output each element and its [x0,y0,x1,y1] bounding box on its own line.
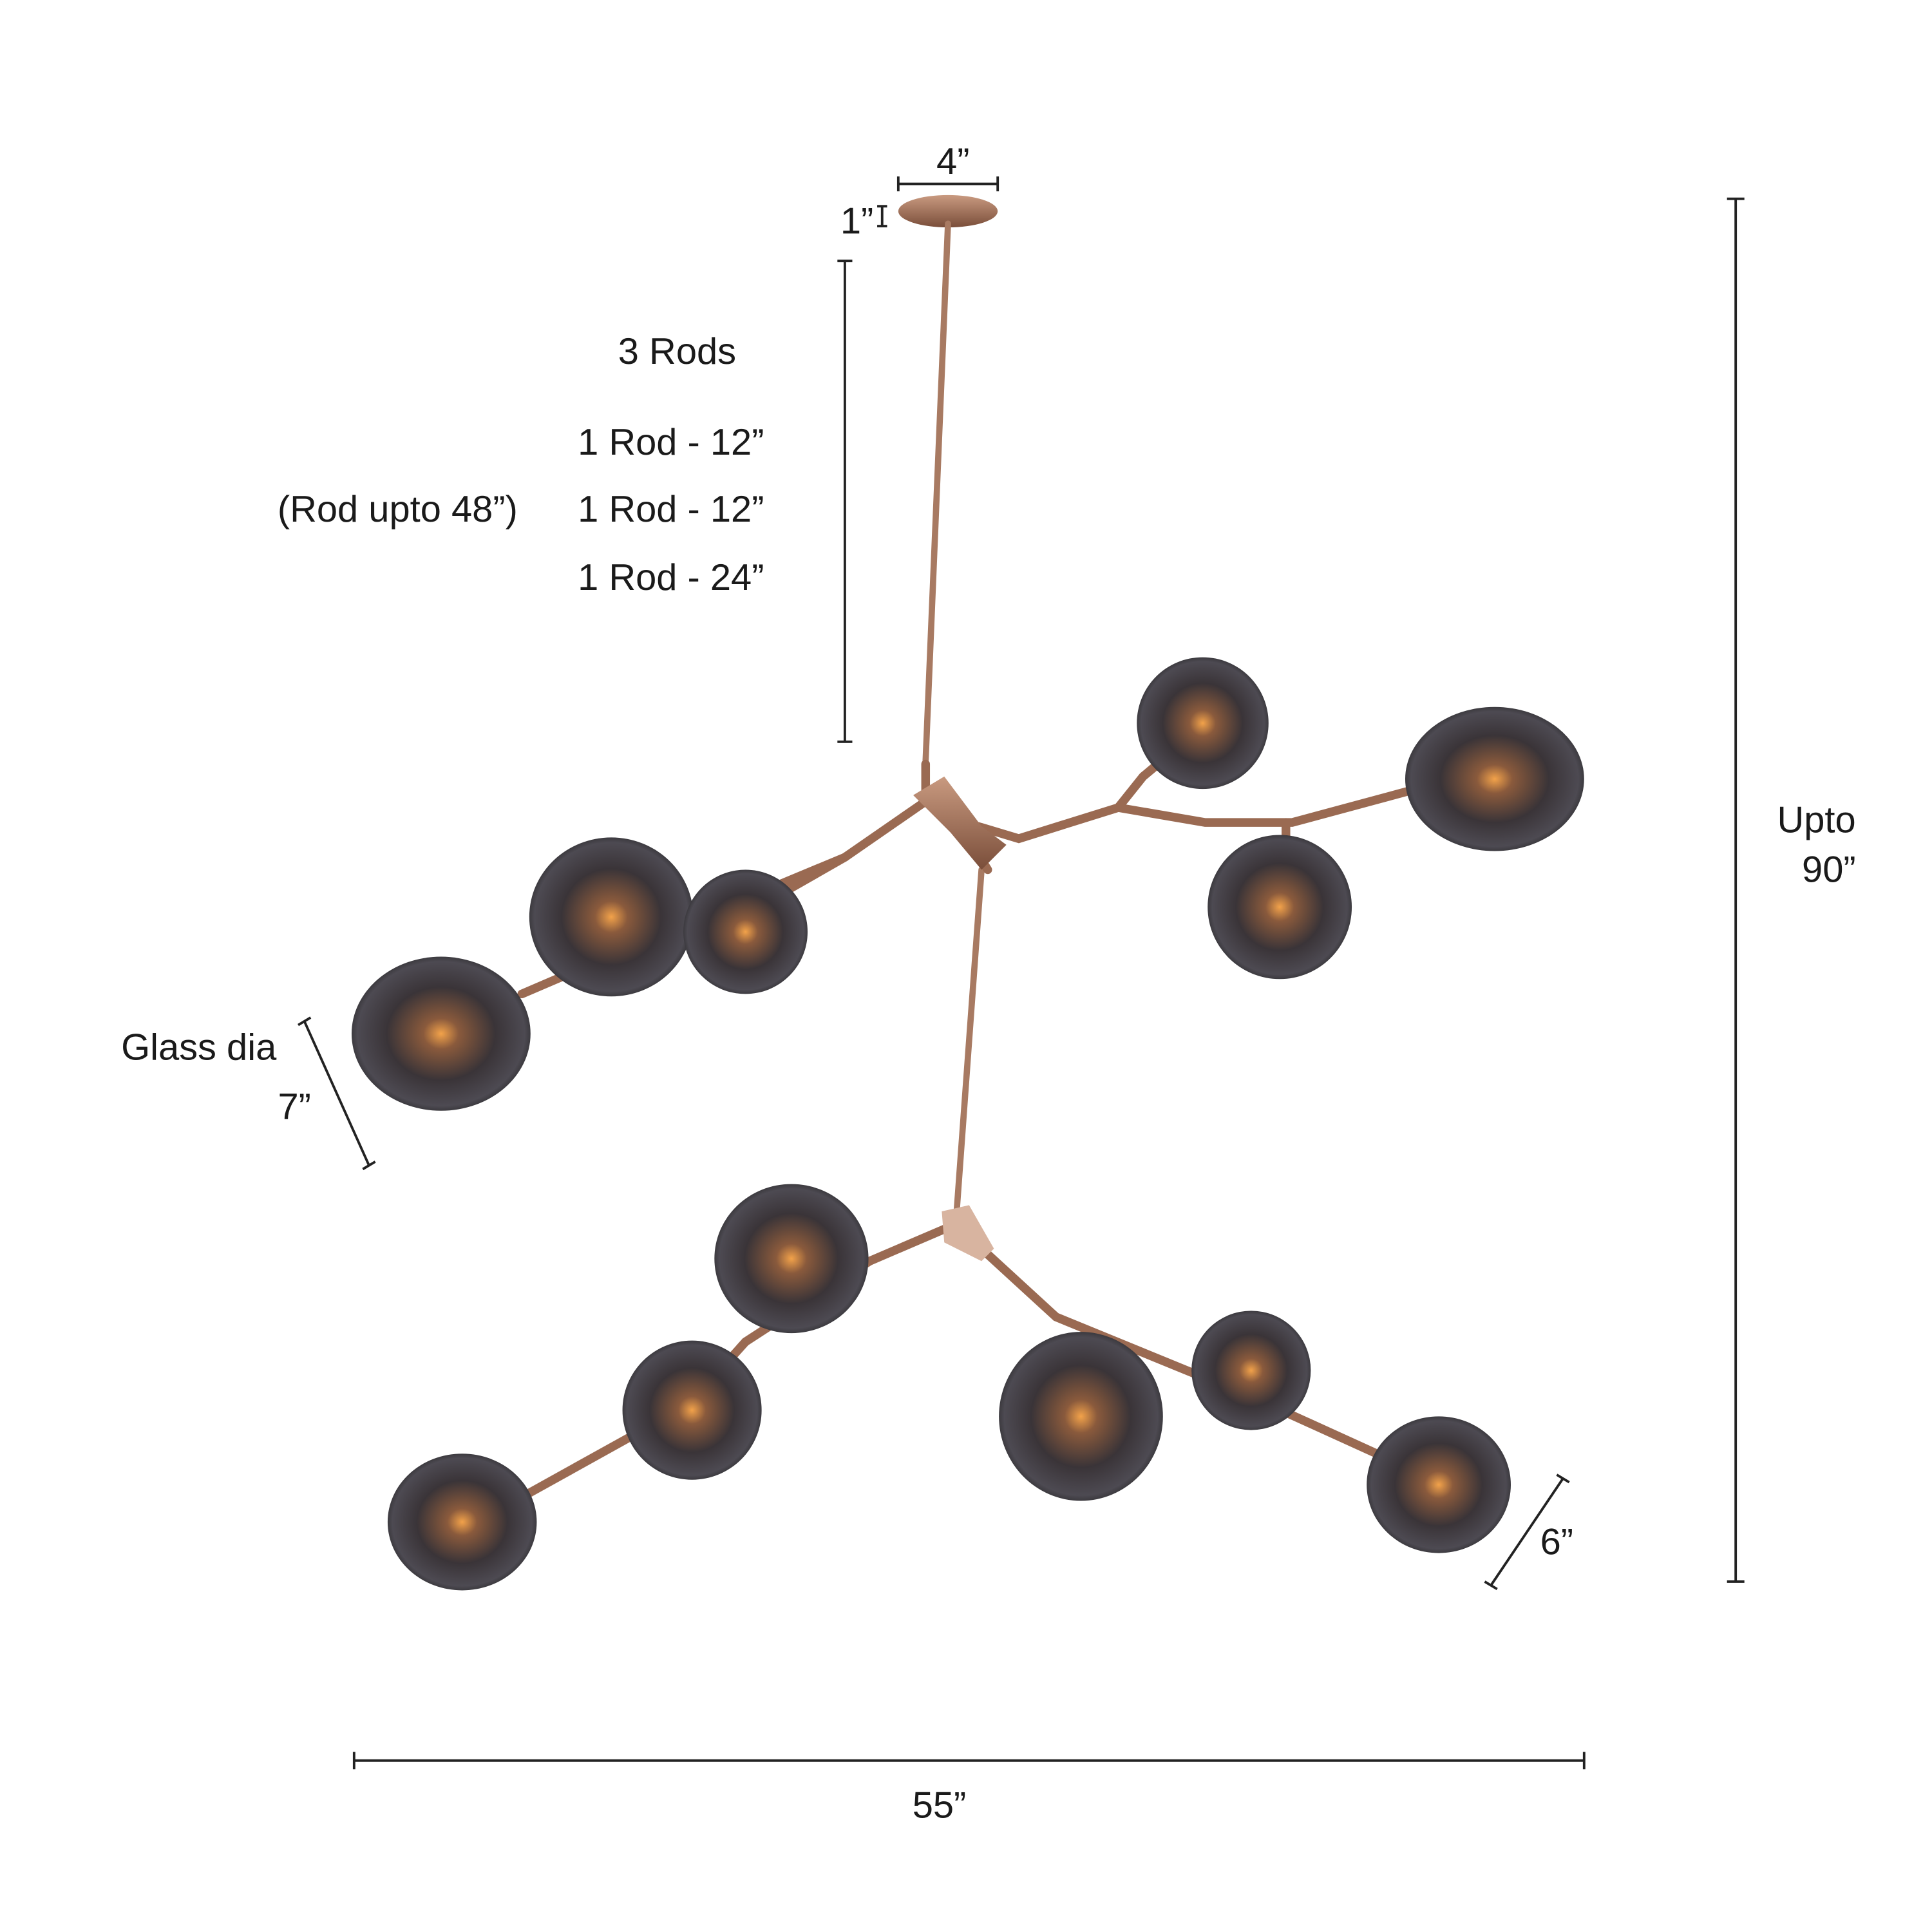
glass-label: Glass dia [121,1027,277,1068]
rod-item: 1 Rod - 12” [578,489,764,530]
rod-item: 1 Rod - 12” [578,422,764,463]
glass-small-value: 6” [1540,1521,1573,1562]
rod-note: (Rod upto 48”) [278,489,518,530]
height-value: 90” [1802,849,1856,891]
height-label: Upto [1777,799,1855,840]
glass-large-value: 7” [278,1086,311,1128]
canopy-height: 1” [840,201,873,242]
stem-lower [953,866,985,1215]
overall-width: 55” [913,1785,967,1826]
rods-title: 3 Rods [618,331,736,372]
canopy-width: 4” [936,141,969,182]
canopy [898,194,998,228]
rod-item: 1 Rod - 24” [578,557,764,598]
dimension-lines [298,176,1745,1770]
globes [351,657,1584,1591]
stem-upper [922,220,951,764]
